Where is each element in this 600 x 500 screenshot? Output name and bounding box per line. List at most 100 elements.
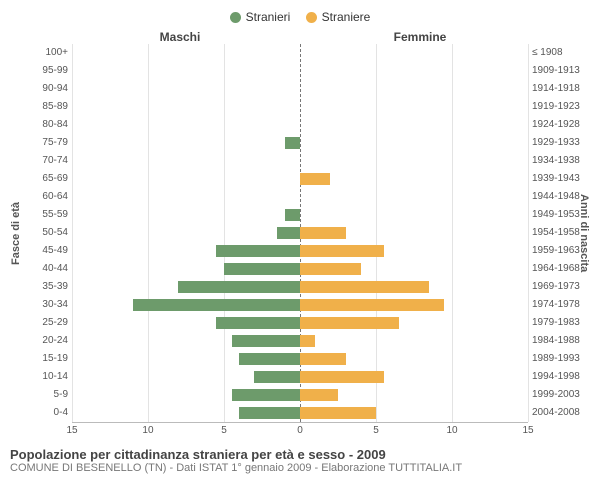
age-label: 70-74 <box>26 152 72 170</box>
bar-row <box>72 404 528 422</box>
bar-male <box>232 389 300 401</box>
birth-label: 1909-1913 <box>528 62 574 80</box>
legend-item-male: Stranieri <box>230 10 291 24</box>
bar-male <box>224 263 300 275</box>
bar-row <box>72 314 528 332</box>
col-title-male: Maschi <box>10 30 300 44</box>
bar-male <box>239 407 300 419</box>
birth-label: 1984-1988 <box>528 332 574 350</box>
age-label: 15-19 <box>26 350 72 368</box>
bar-female <box>300 227 346 239</box>
age-label: 100+ <box>26 44 72 62</box>
age-label: 80-84 <box>26 116 72 134</box>
birth-labels: ≤ 19081909-19131914-19181919-19231924-19… <box>528 44 574 423</box>
bar-row <box>72 80 528 98</box>
bar-male <box>133 299 300 311</box>
birth-label: 1944-1948 <box>528 188 574 206</box>
chart-subtitle: COMUNE DI BESENELLO (TN) - Dati ISTAT 1°… <box>10 462 590 474</box>
x-tick-label: 5 <box>221 425 227 436</box>
bar-female <box>300 389 338 401</box>
legend-label-male: Stranieri <box>246 10 291 24</box>
age-label: 95-99 <box>26 62 72 80</box>
x-tick-label: 5 <box>373 425 379 436</box>
x-tick-label: 15 <box>522 425 533 436</box>
x-ticks: 15105051015 <box>72 425 528 439</box>
birth-label: 1949-1953 <box>528 206 574 224</box>
age-labels: 100+95-9990-9485-8980-8475-7970-7465-696… <box>26 44 72 423</box>
legend-swatch-male <box>230 12 241 23</box>
bar-row <box>72 134 528 152</box>
bar-female <box>300 317 399 329</box>
birth-label: 1954-1958 <box>528 224 574 242</box>
age-label: 20-24 <box>26 332 72 350</box>
legend-label-female: Straniere <box>322 10 371 24</box>
age-label: 10-14 <box>26 368 72 386</box>
footer: Popolazione per cittadinanza straniera p… <box>10 447 590 474</box>
column-titles: Maschi Femmine <box>10 30 590 44</box>
bar-male <box>239 353 300 365</box>
legend-swatch-female <box>306 12 317 23</box>
x-tick-label: 15 <box>66 425 77 436</box>
bar-row <box>72 62 528 80</box>
age-label: 40-44 <box>26 260 72 278</box>
bar-row <box>72 350 528 368</box>
bar-male <box>178 281 300 293</box>
bar-male <box>285 209 300 221</box>
bar-row <box>72 278 528 296</box>
bar-female <box>300 245 384 257</box>
x-tick-label: 0 <box>297 425 303 436</box>
birth-label: 1939-1943 <box>528 170 574 188</box>
bar-female <box>300 299 444 311</box>
x-tick-label: 10 <box>142 425 153 436</box>
chart-title: Popolazione per cittadinanza straniera p… <box>10 447 590 462</box>
bar-row <box>72 44 528 62</box>
age-label: 75-79 <box>26 134 72 152</box>
bar-male <box>216 317 300 329</box>
bar-rows <box>72 44 528 422</box>
bar-row <box>72 170 528 188</box>
bar-row <box>72 260 528 278</box>
x-tick-label: 10 <box>446 425 457 436</box>
x-axis: 15 10 5 0 5 10 15 <box>10 425 590 439</box>
bar-row <box>72 98 528 116</box>
birth-label: 1974-1978 <box>528 296 574 314</box>
bar-male <box>232 335 300 347</box>
birth-label: 1969-1973 <box>528 278 574 296</box>
chart: Fasce di età 100+95-9990-9485-8980-8475-… <box>10 44 590 423</box>
legend: Stranieri Straniere <box>10 10 590 26</box>
bar-row <box>72 386 528 404</box>
birth-label: 1914-1918 <box>528 80 574 98</box>
col-title-female: Femmine <box>300 30 590 44</box>
bar-row <box>72 242 528 260</box>
age-label: 65-69 <box>26 170 72 188</box>
y-axis-label-left: Fasce di età <box>10 44 26 423</box>
birth-label: 1929-1933 <box>528 134 574 152</box>
birth-label: 2004-2008 <box>528 404 574 422</box>
bar-female <box>300 371 384 383</box>
bar-row <box>72 152 528 170</box>
bar-row <box>72 206 528 224</box>
age-label: 55-59 <box>26 206 72 224</box>
bar-row <box>72 116 528 134</box>
bar-row <box>72 368 528 386</box>
birth-label: 1999-2003 <box>528 386 574 404</box>
birth-label: 1964-1968 <box>528 260 574 278</box>
y-axis-label-right: Anni di nascita <box>574 44 590 423</box>
birth-label: 1919-1923 <box>528 98 574 116</box>
age-label: 5-9 <box>26 386 72 404</box>
bar-male <box>277 227 300 239</box>
bar-row <box>72 296 528 314</box>
age-label: 45-49 <box>26 242 72 260</box>
birth-label: 1994-1998 <box>528 368 574 386</box>
birth-label: 1959-1963 <box>528 242 574 260</box>
age-label: 60-64 <box>26 188 72 206</box>
birth-label: 1979-1983 <box>528 314 574 332</box>
bar-row <box>72 224 528 242</box>
age-label: 0-4 <box>26 404 72 422</box>
age-label: 25-29 <box>26 314 72 332</box>
birth-label: 1924-1928 <box>528 116 574 134</box>
bar-row <box>72 332 528 350</box>
bar-row <box>72 188 528 206</box>
birth-label: 1989-1993 <box>528 350 574 368</box>
bar-female <box>300 281 429 293</box>
